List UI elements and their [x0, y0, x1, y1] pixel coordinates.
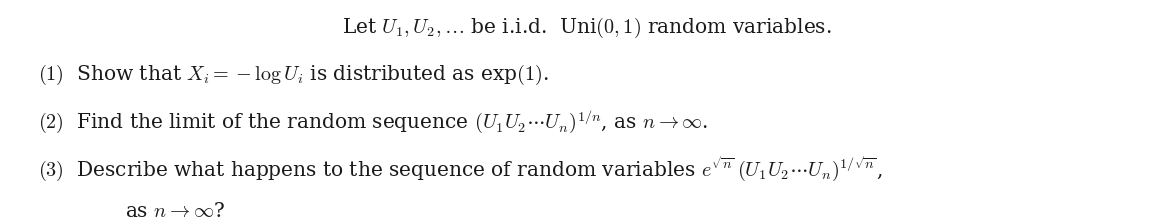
Text: $(1)$  Show that $X_i = -\log U_i$ is distributed as exp$(1)$.: $(1)$ Show that $X_i = -\log U_i$ is dis…: [38, 62, 548, 87]
Text: $(3)$  Describe what happens to the sequence of random variables $e^{\sqrt{n}}\,: $(3)$ Describe what happens to the seque…: [38, 156, 883, 183]
Text: Let $U_1, U_2, \ldots$ be i.i.d.  Uni$(0, 1)$ random variables.: Let $U_1, U_2, \ldots$ be i.i.d. Uni$(0,…: [342, 16, 832, 40]
Text: as $n \rightarrow \infty$?: as $n \rightarrow \infty$?: [126, 202, 225, 221]
Text: $(2)$  Find the limit of the random sequence $(U_1 U_2 \cdots U_n)^{1/n}$, as $n: $(2)$ Find the limit of the random seque…: [38, 109, 708, 136]
